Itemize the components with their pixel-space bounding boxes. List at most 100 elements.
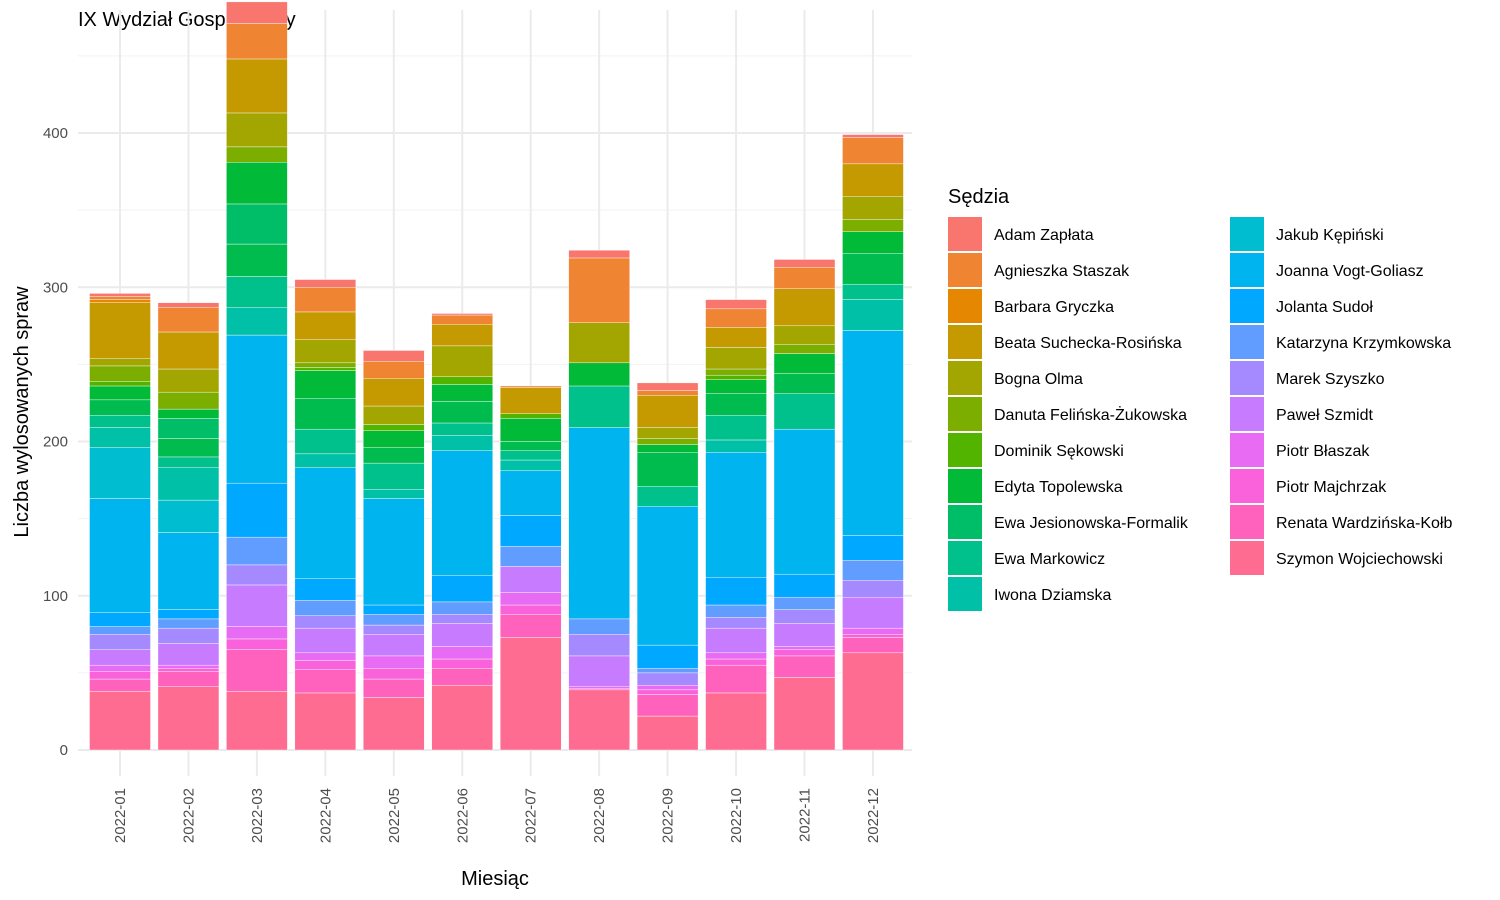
- bar-segment: [226, 626, 288, 640]
- legend-label: Edyta Topolewska: [994, 479, 1123, 496]
- legend-label: Joanna Vogt-Goliasz: [1276, 263, 1424, 280]
- bar-segment: [157, 643, 220, 666]
- legend-key: [1230, 505, 1264, 539]
- bar-segment: [226, 691, 288, 751]
- bar-segment: [773, 649, 836, 657]
- bar-segment: [500, 450, 562, 461]
- legend-label: Adam Zapłata: [994, 227, 1094, 244]
- bar-segment: [568, 634, 630, 657]
- bar-segment: [636, 685, 699, 691]
- bar-segment: [89, 447, 151, 499]
- bar-segment: [773, 655, 836, 678]
- bar-segment: [157, 408, 220, 419]
- bar-segment: [705, 617, 767, 629]
- y-tick-label: 200: [43, 434, 68, 451]
- bar-segment: [363, 462, 425, 490]
- bar-segment: [89, 612, 151, 627]
- legend-key: [948, 361, 982, 395]
- bar-segment: [226, 307, 288, 336]
- bar-segment: [500, 441, 562, 451]
- bar-segment: [773, 573, 836, 598]
- y-tick-labels: 0 100 200 300 400: [43, 125, 68, 759]
- bar-segment: [842, 560, 904, 581]
- bar-segment: [773, 344, 836, 354]
- bar-segment: [363, 678, 425, 698]
- bar-segment: [363, 378, 425, 407]
- bar-segment: [500, 515, 562, 547]
- bar-segment: [431, 658, 493, 669]
- bar-segment: [157, 418, 220, 439]
- bar-segment: [157, 438, 220, 458]
- bar-segment: [294, 287, 357, 313]
- bar-segment: [705, 627, 767, 654]
- x-tick-label: 2022-02: [180, 788, 197, 843]
- bar-segment: [705, 299, 767, 310]
- bar-segment: [636, 427, 699, 439]
- bar-segment: [842, 163, 904, 197]
- bar-segment: [157, 302, 220, 308]
- bar-segment: [89, 365, 151, 382]
- x-tick-label: 2022-07: [523, 788, 540, 843]
- bar-segment: [431, 623, 493, 647]
- bar-segment: [500, 604, 562, 615]
- bar-segment: [363, 405, 425, 425]
- bar-segment: [363, 447, 425, 464]
- bar-segment: [500, 413, 562, 419]
- bar-segment: [226, 482, 288, 538]
- bar-segment: [773, 677, 836, 751]
- bar-segment: [773, 373, 836, 394]
- x-tick-label: 2022-04: [317, 788, 334, 843]
- bar-segment: [89, 302, 151, 359]
- legend-label: Katarzyna Krzymkowska: [1276, 335, 1451, 352]
- bar-segment: [842, 219, 904, 232]
- bar-segment: [636, 506, 699, 646]
- bar-segment: [842, 231, 904, 254]
- bar-segment: [89, 381, 151, 387]
- bar-segment: [226, 1, 288, 24]
- legend-label: Szymon Wojciechowski: [1276, 551, 1443, 568]
- bar-segment: [431, 324, 493, 347]
- legend-label: Beata Suchecka-Rosińska: [994, 335, 1182, 352]
- bar-segment: [294, 615, 357, 629]
- bar-segment: [294, 660, 357, 670]
- bar-segment: [431, 575, 493, 603]
- legend-label: Jolanta Sudoł: [1276, 299, 1373, 316]
- bar-segment: [705, 652, 767, 660]
- legend-key: [948, 541, 982, 575]
- bar-segment: [568, 686, 630, 689]
- bar-segment: [157, 307, 220, 333]
- legend-label: Piotr Majchrzak: [1276, 479, 1387, 496]
- bar-segment: [842, 637, 904, 654]
- bar-segment: [89, 358, 151, 367]
- bar-segment: [500, 418, 562, 442]
- bar-segment: [226, 112, 288, 148]
- bar-segment: [842, 253, 904, 285]
- legend-key: [1230, 433, 1264, 467]
- bar-segment: [500, 470, 562, 516]
- bar-segment: [89, 293, 151, 297]
- bar-segment: [294, 311, 357, 340]
- bar-segment: [842, 652, 904, 751]
- bar-segment: [636, 715, 699, 751]
- bar-segment: [226, 536, 288, 566]
- bar-segment: [363, 498, 425, 606]
- bar-segment: [226, 564, 288, 586]
- bar-segment: [294, 362, 357, 368]
- legend: Sędzia Adam Zapłata Agnieszka Staszak Barb…: [948, 186, 1452, 611]
- x-tick-label: 2022-10: [728, 788, 745, 843]
- bar-segment: [500, 592, 562, 606]
- bar-segment: [157, 532, 220, 610]
- bar-segment: [636, 452, 699, 487]
- legend-label: Paweł Szmidt: [1276, 407, 1373, 424]
- bar-segment: [294, 669, 357, 694]
- bar-segment: [705, 368, 767, 376]
- bar-segment: [705, 415, 767, 441]
- bar-segment: [773, 646, 836, 650]
- legend-label: Iwona Dziamska: [994, 587, 1111, 604]
- bar-segment: [157, 467, 220, 501]
- bar-segment: [431, 646, 493, 660]
- bar-segment: [226, 584, 288, 627]
- legend-key: [948, 217, 982, 251]
- bar-segment: [363, 634, 425, 657]
- bar-segment: [363, 697, 425, 751]
